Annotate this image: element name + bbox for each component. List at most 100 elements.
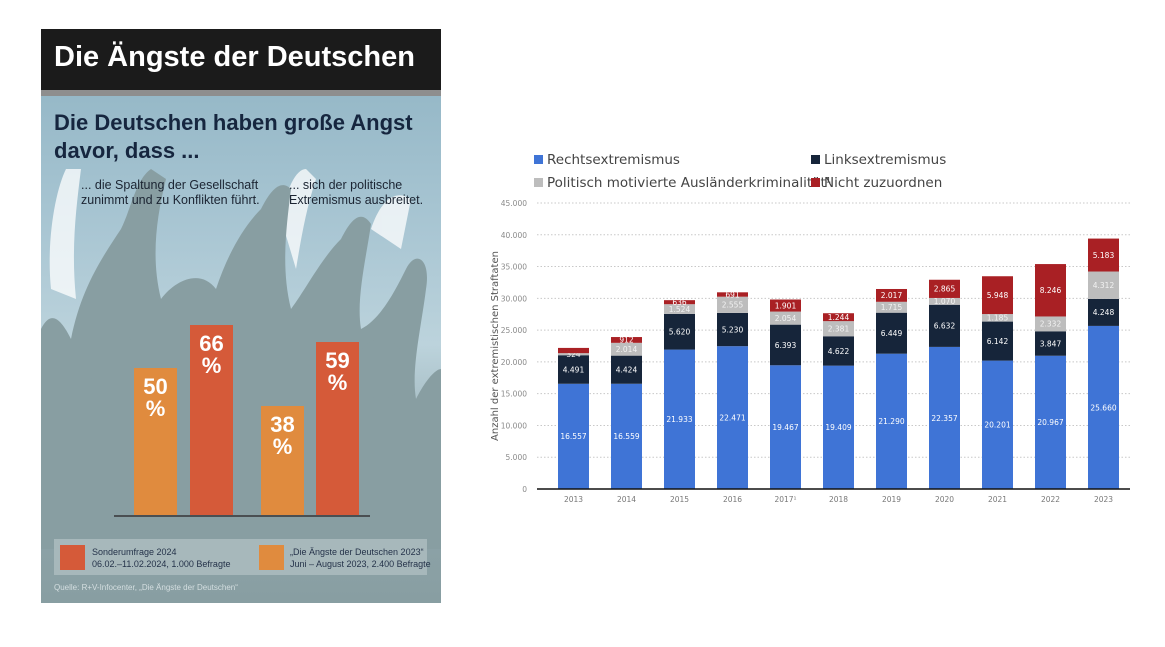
survey-bar: 66% <box>190 324 233 515</box>
bar-segment <box>558 347 589 354</box>
legend-item-links: Linksextremismus <box>811 152 946 168</box>
bar-value-label: 2.555 <box>722 301 744 310</box>
x-tick-label: 2018 <box>829 495 848 504</box>
caption-extremismus: ... sich der politische Extremismus ausb… <box>289 178 424 207</box>
x-tick-label: 2015 <box>670 495 689 504</box>
x-tick-label: 2020 <box>935 495 954 504</box>
x-tick-label: 2019 <box>882 495 901 504</box>
bar-value-label: 4.424 <box>616 365 638 374</box>
bar-value-label: 1.524 <box>669 305 691 314</box>
bar-segment <box>982 276 1013 315</box>
bar-value-label: 2.017 <box>881 291 903 300</box>
bar-value-label: 1.244 <box>828 313 850 322</box>
y-tick-label: 5.000 <box>506 453 528 462</box>
bar-segment <box>611 337 642 343</box>
legend-item-nicht-zuzuordnen: Nicht zuzuordnen <box>811 175 942 191</box>
legend-swatch-nicht-zuzuordnen <box>811 178 820 187</box>
bar-segment <box>1035 331 1066 356</box>
extremism-chart: Rechtsextremismus Linksextremismus Polit… <box>470 140 1160 515</box>
bar-segment <box>1088 238 1119 272</box>
bar-segment <box>664 349 695 489</box>
legend-label-nicht-zuzuordnen: Nicht zuzuordnen <box>824 175 943 191</box>
crowd-silhouette-illustration <box>41 169 441 549</box>
bar-segment <box>664 304 695 314</box>
bar-segment <box>717 296 748 313</box>
bar-segment <box>929 279 960 298</box>
x-tick-label: 2017¹ <box>774 495 796 504</box>
bar-value-label: 2.014 <box>616 345 638 354</box>
bar-segment <box>929 297 960 305</box>
y-tick-label: 0 <box>522 485 527 494</box>
bar-value-label: 5.183 <box>1093 251 1115 260</box>
bar-value-label: 21.290 <box>878 417 904 426</box>
bar-value-label: 19.409 <box>825 423 851 432</box>
survey-legend: Sonderumfrage 2024 06.02.–11.02.2024, 1.… <box>54 539 431 575</box>
bar-segment <box>929 346 960 489</box>
legend-label-auslaender: Politisch motivierte Ausländerkriminalit… <box>547 175 832 191</box>
infographic-panel: Die Ängste der Deutschen Die Deutschen h… <box>41 29 441 603</box>
bar-value-label: 4.248 <box>1093 308 1115 317</box>
bar-segment <box>611 355 642 384</box>
bar-segment <box>823 313 854 322</box>
bar-segment <box>876 288 907 302</box>
bar-value-label: 1.901 <box>775 301 797 310</box>
x-tick-label: 2013 <box>564 495 583 504</box>
bar-value-label: 4.312 <box>1093 281 1115 290</box>
bar-value-label: 2.865 <box>934 285 956 294</box>
y-tick-label: 40.000 <box>501 231 527 240</box>
infographic-subtitle: Die Deutschen haben große Angst davor, d… <box>54 110 413 163</box>
bar-segment <box>1035 355 1066 489</box>
infographic-title: Die Ängste der Deutschen <box>54 41 415 73</box>
y-axis-label: Anzahl der extremistischen Straftaten <box>490 251 501 441</box>
bar-value-label: 912 <box>619 336 634 345</box>
bar-value-label: 6.449 <box>881 329 903 338</box>
bar-value-label: 6.632 <box>934 322 956 331</box>
bar-value-label: 5.620 <box>669 328 691 337</box>
y-tick-label: 45.000 <box>501 199 527 208</box>
bar-segment <box>876 353 907 489</box>
bar-value-label: 6.393 <box>775 341 797 350</box>
header-divider <box>41 90 441 96</box>
bar-value-label: 8.246 <box>1040 286 1062 295</box>
x-tick-label: 2023 <box>1094 495 1113 504</box>
bar-value-label: 21.933 <box>666 415 692 424</box>
bar-value-label: 4.622 <box>828 347 850 356</box>
y-tick-label: 15.000 <box>501 390 527 399</box>
bar-value-label: 25.660 <box>1090 403 1116 412</box>
bar-segment <box>717 346 748 489</box>
legend-item-2024: Sonderumfrage 2024 06.02.–11.02.2024, 1.… <box>92 546 230 570</box>
survey-bar-label: 59% <box>325 347 350 395</box>
bar-segment <box>1088 325 1119 489</box>
x-tick-label: 2016 <box>723 495 742 504</box>
y-tick-label: 30.000 <box>501 294 527 303</box>
bar-segment <box>876 312 907 354</box>
bar-value-label: 5.230 <box>722 325 744 334</box>
legend-swatch-links <box>811 155 820 164</box>
bar-value-label: 16.559 <box>613 432 639 441</box>
survey-bar-label: 66% <box>199 330 224 378</box>
y-tick-label: 25.000 <box>501 326 527 335</box>
bar-segment <box>876 301 907 313</box>
survey-bar: 50% <box>134 368 177 515</box>
bar-value-label: 3.847 <box>1040 339 1062 348</box>
bar-segment <box>823 365 854 489</box>
bar-segment <box>664 300 695 305</box>
bar-segment <box>770 299 801 312</box>
source-note: Quelle: R+V-Infocenter, „Die Ängste der … <box>54 583 238 592</box>
survey-baseline <box>114 515 370 517</box>
bar-value-label: 5.948 <box>987 291 1009 300</box>
infographic-header: Die Ängste der Deutschen <box>41 29 441 90</box>
bar-value-label: 1.185 <box>987 314 1009 323</box>
bar-segment <box>611 383 642 489</box>
bar-segment <box>611 342 642 356</box>
bar-value-label: 16.557 <box>560 432 586 441</box>
y-tick-label: 10.000 <box>501 421 527 430</box>
stacked-bar-plot: 0 5.000 10.000 15.000 20.000 25.000 30.000 35.0… <box>490 199 1130 504</box>
bar-value-label: 4.491 <box>563 365 585 374</box>
legend-swatch-rechts <box>534 155 543 164</box>
bar-value-label: 324 <box>566 350 581 359</box>
bar-segment <box>823 321 854 337</box>
bar-value-label: 20.201 <box>984 421 1010 430</box>
survey-bar: 59% <box>316 341 359 515</box>
bar-segment <box>770 311 801 325</box>
